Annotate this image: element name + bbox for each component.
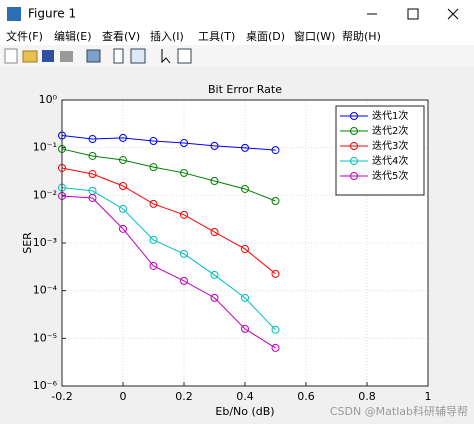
y-tick-label: 10⁰	[39, 93, 58, 106]
legend-label: 迭代2次	[372, 124, 408, 137]
marker	[88, 151, 97, 160]
watermark: CSDN @Matlab科研辅导帮	[330, 404, 468, 418]
marker	[119, 224, 127, 233]
marker	[271, 197, 280, 206]
menu-item[interactable]: 编辑(E)	[54, 29, 92, 43]
menu-item[interactable]: 文件(F)	[6, 29, 43, 43]
print-icon[interactable]	[60, 51, 73, 62]
series-line	[61, 167, 276, 275]
save-icon[interactable]	[42, 50, 54, 62]
legend-icon[interactable]	[130, 48, 146, 64]
marker	[88, 193, 97, 202]
x-axis-label: Eb/No (dB)	[215, 405, 274, 418]
marker	[149, 136, 158, 145]
window-title: Figure 1	[28, 7, 76, 21]
marker	[210, 176, 219, 185]
menu-item[interactable]: 桌面(D)	[246, 30, 285, 43]
y-tick-label: 10⁻⁴	[33, 284, 58, 297]
marker	[241, 244, 249, 253]
marker	[210, 293, 219, 302]
marker	[271, 325, 280, 334]
marker	[210, 228, 219, 237]
marker	[180, 249, 188, 258]
marker	[271, 269, 280, 278]
menu-bar	[0, 28, 474, 45]
new-icon[interactable]	[4, 48, 18, 64]
menu: 文件(F) 编辑(E) 查看(V) 插入(I) 工具(T) 桌面(D) 窗口(W) 帮助(H)	[6, 29, 381, 43]
legend-marker	[350, 112, 358, 120]
marker	[241, 184, 249, 193]
marker	[180, 168, 188, 177]
legend-label: 迭代3次	[372, 139, 408, 152]
legend-marker	[350, 157, 358, 165]
link-icon[interactable]	[86, 49, 101, 63]
menu-item[interactable]: 工具(T)	[198, 30, 235, 43]
y-tick-label: 10⁻⁶	[33, 379, 58, 392]
marker	[241, 143, 249, 152]
marker	[119, 204, 127, 213]
marker	[149, 261, 158, 270]
legend-label: 迭代5次	[372, 169, 408, 182]
open-icon[interactable]	[22, 50, 38, 63]
y-tick-label: 10⁻²	[33, 188, 57, 201]
pointer-icon[interactable]	[161, 49, 171, 64]
title-bar	[0, 0, 474, 28]
y-axis-label: SER	[21, 232, 34, 254]
legend-marker	[350, 142, 358, 150]
marker	[149, 163, 158, 172]
x-tick-label: 0.2	[175, 390, 193, 403]
marker	[210, 141, 219, 150]
series-line	[61, 135, 276, 151]
legend-box	[335, 105, 425, 196]
series-line	[61, 148, 276, 202]
colorbar-icon[interactable]	[113, 48, 124, 64]
toolbar-icons	[4, 48, 192, 64]
x-tick-label: 1	[425, 390, 432, 403]
series-line	[61, 187, 276, 331]
property-icon[interactable]	[177, 48, 192, 64]
marker	[119, 133, 127, 142]
axes-box	[61, 99, 429, 387]
marker	[119, 156, 127, 165]
y-tick-label: 10⁻³	[33, 236, 57, 249]
legend-marker	[350, 127, 358, 135]
marker	[241, 293, 249, 302]
marker	[88, 170, 97, 179]
menu-item[interactable]: 帮助(H)	[342, 29, 381, 43]
marker	[88, 134, 97, 143]
menu-item[interactable]: 查看(V)	[102, 29, 140, 43]
marker	[180, 139, 188, 148]
marker	[149, 235, 158, 244]
marker	[149, 199, 158, 208]
marker	[241, 324, 249, 333]
x-tick-label: 0.8	[358, 390, 376, 403]
legend-label: 迭代1次	[372, 109, 408, 122]
maximize-button[interactable]	[407, 8, 419, 20]
menu-item[interactable]: 插入(I)	[150, 29, 184, 43]
marker	[119, 181, 127, 190]
series-line	[61, 195, 276, 349]
y-tick-label: 10⁻⁵	[33, 331, 57, 344]
x-tick-label: 0.6	[297, 390, 315, 403]
legend-marker	[350, 172, 358, 180]
app-icon	[7, 7, 21, 21]
marker	[271, 343, 280, 352]
x-tick-label: 0	[120, 390, 127, 403]
marker	[180, 276, 188, 285]
x-tick-label: 0.4	[236, 390, 254, 403]
marker	[210, 270, 219, 279]
marker	[180, 210, 188, 219]
x-tick-label: -0.2	[51, 390, 72, 403]
legend-label: 迭代4次	[372, 154, 408, 167]
close-button[interactable]	[447, 8, 459, 20]
y-tick-label: 10⁻¹	[33, 141, 57, 154]
menu-item[interactable]: 窗口(W)	[294, 29, 335, 43]
marker	[271, 146, 280, 155]
chart-title: Bit Error Rate	[208, 83, 282, 96]
